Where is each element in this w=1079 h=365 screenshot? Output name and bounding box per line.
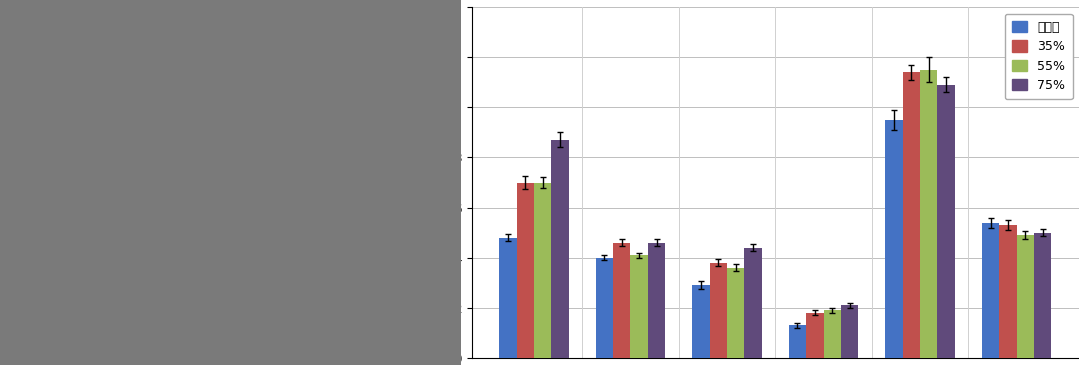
Bar xyxy=(1016,235,1034,358)
Bar xyxy=(823,310,841,358)
Bar xyxy=(630,255,647,358)
Bar xyxy=(500,238,517,358)
Bar xyxy=(886,120,903,358)
Bar xyxy=(806,313,823,358)
Bar xyxy=(920,70,938,358)
Bar xyxy=(938,85,955,358)
Bar xyxy=(789,325,806,358)
Bar xyxy=(551,140,569,358)
Bar xyxy=(517,182,534,358)
Legend: 대조구, 35%, 55%, 75%: 대조구, 35%, 55%, 75% xyxy=(1005,14,1073,99)
Bar xyxy=(596,258,613,358)
Bar xyxy=(710,262,727,358)
Bar xyxy=(903,72,920,358)
Bar xyxy=(982,223,999,358)
Bar xyxy=(613,243,630,358)
Bar xyxy=(745,247,762,358)
Bar xyxy=(727,268,745,358)
Bar xyxy=(534,182,551,358)
Bar xyxy=(647,243,665,358)
Bar xyxy=(999,225,1016,358)
Bar xyxy=(841,305,858,358)
Bar xyxy=(693,285,710,358)
Bar xyxy=(1034,233,1051,358)
